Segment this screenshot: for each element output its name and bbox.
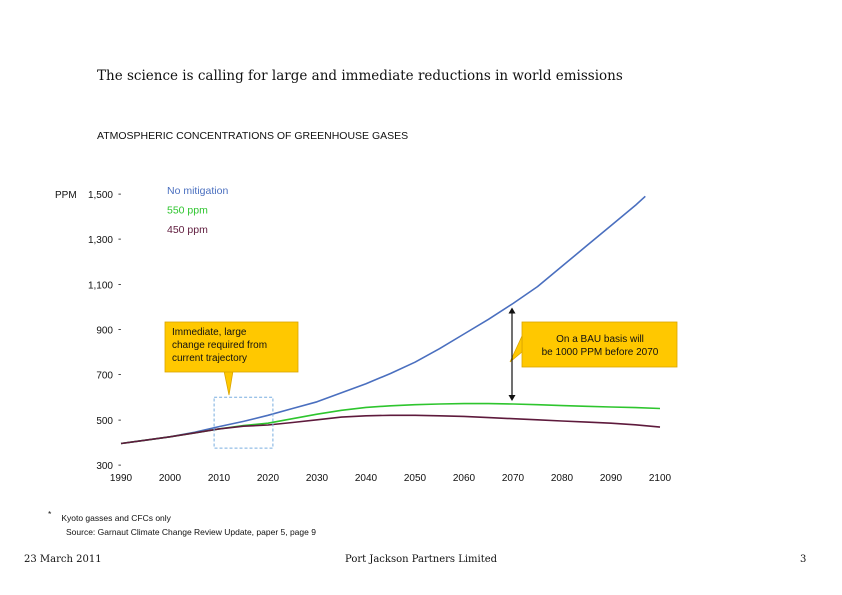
callout-left-text: current trajectory [172, 353, 247, 364]
source-note: Source: Garnaut Climate Change Review Up… [66, 527, 316, 537]
callout-right-text: On a BAU basis will [556, 334, 644, 345]
x-tick-label: 2080 [551, 473, 574, 484]
y-tick-mark: - [118, 460, 121, 471]
legend-entry: 450 ppm [167, 224, 208, 236]
y-tick-label: 500 [96, 416, 113, 427]
y-tick-mark: - [118, 415, 121, 426]
series-line-450-ppm [120, 414, 661, 445]
series-line-550-ppm [120, 402, 661, 445]
y-tick-mark: - [118, 325, 121, 336]
bau-arrow-head-bottom [508, 395, 516, 402]
y-tick-label: 700 [96, 371, 113, 382]
bau-arrow-head-top [508, 307, 516, 314]
y-tick-mark: - [118, 370, 121, 381]
callout-left-box [164, 321, 299, 373]
y-tick-mark: - [118, 279, 121, 290]
y-tick-label: 1,500 [88, 190, 113, 201]
y-tick-mark: - [118, 189, 121, 200]
x-tick-label: 2010 [208, 473, 231, 484]
callout-right-text: be 1000 PPM before 2070 [542, 347, 659, 358]
highlight-box [213, 396, 274, 449]
x-tick-label: 2070 [502, 473, 525, 484]
page-number: 3 [800, 554, 807, 565]
legend: No mitigation 550 ppm 450 ppm [167, 185, 228, 236]
x-axis: 1990 2000 2010 2020 2030 2040 2050 2060 2070 2080… [110, 473, 672, 484]
x-tick-label: 1990 [110, 473, 133, 484]
legend-entry: 550 ppm [167, 205, 208, 217]
series-lines [120, 195, 661, 445]
y-axis: 300 -500 -700 -900 -1,100 -1,300 -1,500 -PPM [55, 189, 121, 472]
footnote: * Kyoto gasses and CFCs only [48, 509, 171, 523]
annotations: Immediate, large change required from curr… [164, 307, 678, 449]
callout-right-box [521, 321, 678, 368]
x-tick-label: 2000 [159, 473, 182, 484]
footer-date: 23 March 2011 [24, 554, 102, 565]
callout-right-pointer [509, 335, 523, 363]
x-tick-label: 2020 [257, 473, 280, 484]
chart-title: ATMOSPHERIC CONCENTRATIONS OF GREENHOUSE… [97, 130, 409, 142]
x-tick-label: 2100 [649, 473, 672, 484]
legend-entry: No mitigation [167, 185, 228, 197]
y-tick-label: 300 [96, 461, 113, 472]
x-tick-label: 2090 [600, 473, 623, 484]
y-tick-label: 900 [96, 326, 113, 337]
x-tick-label: 2060 [453, 473, 476, 484]
x-tick-label: 2030 [306, 473, 329, 484]
x-tick-label: 2040 [355, 473, 378, 484]
series-line-no-mitigation [120, 195, 646, 445]
footnote-text: Kyoto gasses and CFCs only [61, 513, 171, 523]
callout-pointer [223, 370, 234, 396]
callout-left-text: Immediate, large [172, 327, 247, 338]
y-tick-label: 1,100 [88, 280, 113, 291]
x-tick-label: 2050 [404, 473, 427, 484]
slide-title: The science is calling for large and imm… [97, 68, 623, 84]
callout-left-text: change required from [172, 340, 267, 351]
y-tick-label: 1,300 [88, 235, 113, 246]
y-axis-label: PPM [55, 190, 77, 201]
footnote-marker: * [48, 509, 52, 519]
footer-company: Port Jackson Partners Limited [345, 554, 498, 565]
y-tick-mark: - [118, 234, 121, 245]
